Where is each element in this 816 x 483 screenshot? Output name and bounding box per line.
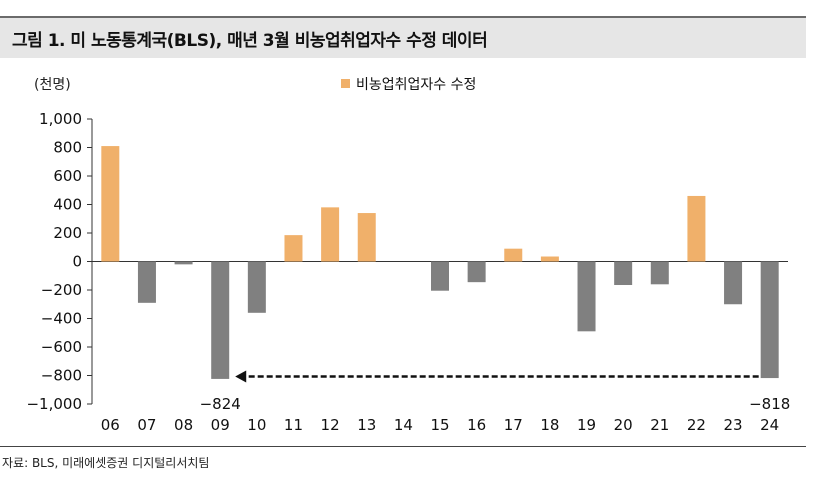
- bar-15: [431, 261, 449, 291]
- x-tick-label: 18: [540, 416, 559, 434]
- bar-06: [101, 146, 120, 262]
- x-tick-label: 12: [321, 416, 340, 434]
- legend-label: 비농업취업자수 수정: [356, 77, 476, 93]
- bar-11: [284, 235, 303, 262]
- x-tick-label: 13: [357, 416, 376, 434]
- x-tick-label: 19: [577, 416, 596, 434]
- x-tick-label: 10: [247, 416, 266, 434]
- bar-13: [357, 213, 376, 262]
- title-bar: 그림 1. 미 노동통계국(BLS), 매년 3월 비농업취업자수 수정 데이터: [0, 16, 806, 58]
- bar-09: [211, 261, 230, 379]
- y-tick-label: 400: [53, 196, 82, 214]
- y-tick-label: −400: [41, 310, 82, 328]
- y-tick-label: −800: [41, 367, 82, 385]
- x-tick-label: 17: [504, 416, 523, 434]
- x-tick-label: 24: [760, 416, 779, 434]
- source-note: 자료: BLS, 미래에셋증권 디지털리서치팀: [2, 456, 210, 470]
- annotation-24: −818: [749, 395, 790, 413]
- x-tick-label: 20: [614, 416, 633, 434]
- chart-title: 그림 1. 미 노동통계국(BLS), 매년 3월 비농업취업자수 수정 데이터: [12, 31, 488, 51]
- annotation-09: −824: [200, 395, 241, 413]
- bar-07: [137, 261, 156, 303]
- y-tick-label: −200: [41, 281, 82, 299]
- x-tick-label: 16: [467, 416, 486, 434]
- x-tick-label: 23: [724, 416, 743, 434]
- x-tick-label: 08: [174, 416, 193, 434]
- bar-23: [724, 261, 743, 305]
- y-tick-label: 0: [72, 253, 82, 271]
- y-axis-unit: (천명): [34, 77, 71, 93]
- bar-19: [577, 261, 596, 332]
- bar-10: [247, 261, 266, 313]
- x-tick-label: 14: [394, 416, 413, 434]
- y-tick-label: 600: [53, 167, 82, 185]
- bar-17: [504, 248, 523, 262]
- x-tick-label: 09: [211, 416, 230, 434]
- bar-08: [174, 261, 193, 265]
- bar-20: [614, 261, 633, 286]
- y-tick-label: −1,000: [26, 395, 82, 413]
- x-tick-label: 07: [137, 416, 156, 434]
- x-tick-label: 15: [430, 416, 449, 434]
- bar-chart: 1,000 800 600 400 200 0 −200 −400 −600 −800 −1,000…: [26, 77, 790, 434]
- y-tick-label: 200: [53, 224, 82, 242]
- bar-16: [467, 261, 486, 283]
- bar-24: [760, 261, 779, 379]
- x-tick-label: 21: [650, 416, 669, 434]
- arrow-head: [235, 370, 247, 383]
- x-tick-label: 22: [687, 416, 706, 434]
- y-tick-label: −600: [41, 338, 82, 356]
- legend-swatch: [341, 79, 350, 88]
- bar-18: [540, 256, 559, 262]
- x-tick-label: 11: [284, 416, 303, 434]
- bar-21: [650, 261, 669, 285]
- bar-22: [687, 195, 706, 262]
- x-tick-label: 06: [101, 416, 120, 434]
- y-tick-label: 1,000: [39, 110, 82, 128]
- source-divider: [0, 446, 806, 447]
- y-tick-label: 800: [53, 139, 82, 157]
- bar-12: [321, 207, 340, 262]
